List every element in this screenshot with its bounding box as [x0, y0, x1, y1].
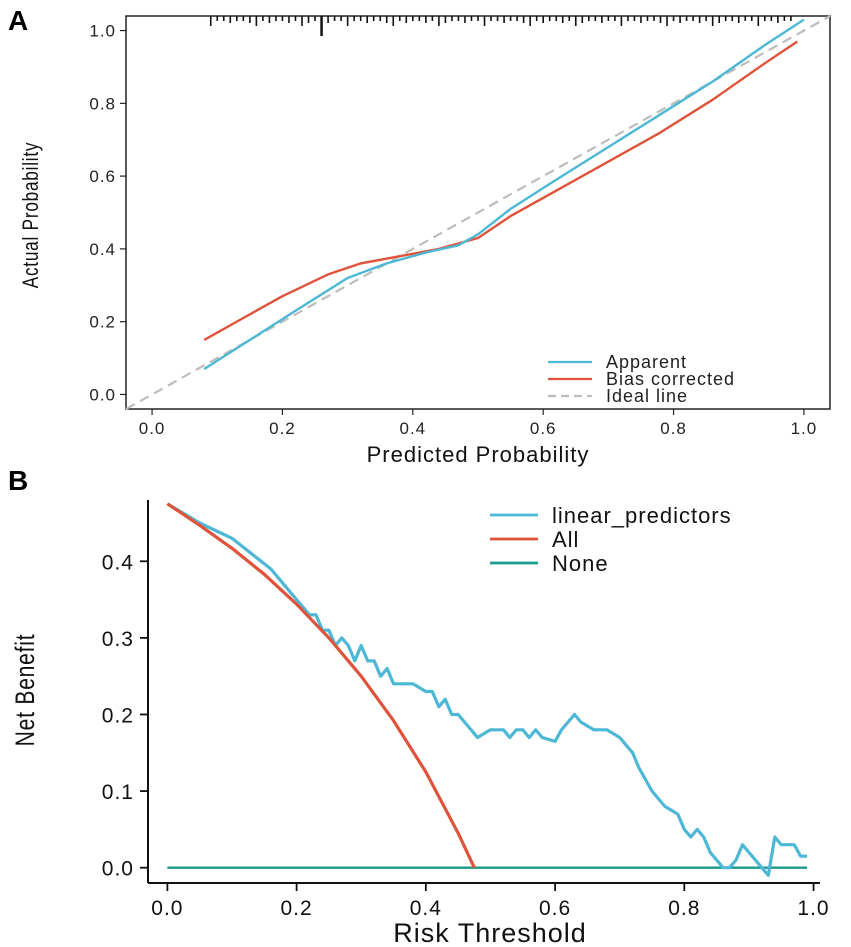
y-tick-label: 0.4	[89, 240, 116, 259]
y-tick-label: 0.0	[102, 858, 134, 881]
x-tick-label: 0.4	[410, 897, 442, 920]
y-tick-label: 0.0	[89, 385, 116, 404]
y-tick-label: 0.4	[102, 551, 134, 574]
apparent-legend-label: Apparent	[606, 352, 687, 372]
plot-lines	[125, 15, 831, 410]
y-tick-label: 0.1	[102, 781, 134, 804]
x-axis-title: Predicted Probability	[367, 442, 590, 467]
none-legend-label: None	[552, 551, 609, 576]
x-tick-label: 0.0	[139, 419, 166, 438]
x-tick-label: 1.0	[797, 897, 829, 920]
x-tick-label: 0.8	[660, 419, 687, 438]
y-tick-label: 0.8	[89, 94, 116, 113]
y-tick-label: 0.2	[102, 704, 134, 727]
y-axis-title: Actual Probability	[19, 142, 44, 289]
x-tick-label: 0.8	[668, 897, 700, 920]
panel-a: A 0.00.20.40.60.81.0 0.0 0.2 0.4 0.6 0.8 1.0 …	[8, 5, 831, 467]
y-axis-ticks: 0.0 0.2 0.4 0.6 0.8 1.0	[89, 22, 126, 404]
plot-lines	[166, 502, 808, 877]
all-line	[166, 502, 476, 869]
y-tick-label: 0.3	[102, 628, 134, 651]
x-axis-ticks: 0.0 0.2 0.4 0.6 0.8 1.0	[139, 409, 818, 438]
x-tick-label: 1.0	[791, 419, 818, 438]
bias-corrected-line	[203, 40, 799, 341]
y-axis-ticks: 0.0 0.1 0.2 0.3 0.4	[102, 551, 148, 881]
y-tick-label: 0.2	[89, 313, 116, 332]
x-tick-label: 0.2	[269, 419, 296, 438]
linear-predictors-line	[166, 502, 808, 877]
bias-corrected-legend-label: Bias corrected	[606, 369, 735, 389]
x-axis-ticks: 0.0 0.2 0.4 0.6 0.8 1.0	[151, 883, 829, 920]
x-tick-label: 0.6	[539, 897, 571, 920]
y-tick-label: 0.6	[89, 167, 116, 186]
rug-plot	[209, 16, 792, 36]
x-axis-title: Risk Threshold	[393, 918, 587, 947]
all-legend-label: All	[552, 527, 579, 552]
x-tick-label: 0.4	[399, 419, 426, 438]
panel-b-label: B	[8, 465, 28, 496]
apparent-line	[203, 18, 805, 371]
panel-b: B 0.0 0.1 0.2 0.3 0.4 0.0 0.2 0.4 0.6 0.8 1.0 Ris…	[8, 465, 829, 947]
x-tick-label: 0.6	[530, 419, 557, 438]
ideal-line-line	[125, 15, 831, 410]
linear-predictors-legend-label: linear_predictors	[552, 503, 732, 528]
y-axis-title: Net Benefit	[11, 634, 41, 747]
x-tick-label: 0.2	[281, 897, 313, 920]
y-tick-label: 1.0	[89, 22, 116, 41]
x-tick-label: 0.0	[151, 897, 183, 920]
panel-a-label: A	[8, 5, 28, 36]
ideal-line-legend-label: Ideal line	[606, 386, 688, 406]
